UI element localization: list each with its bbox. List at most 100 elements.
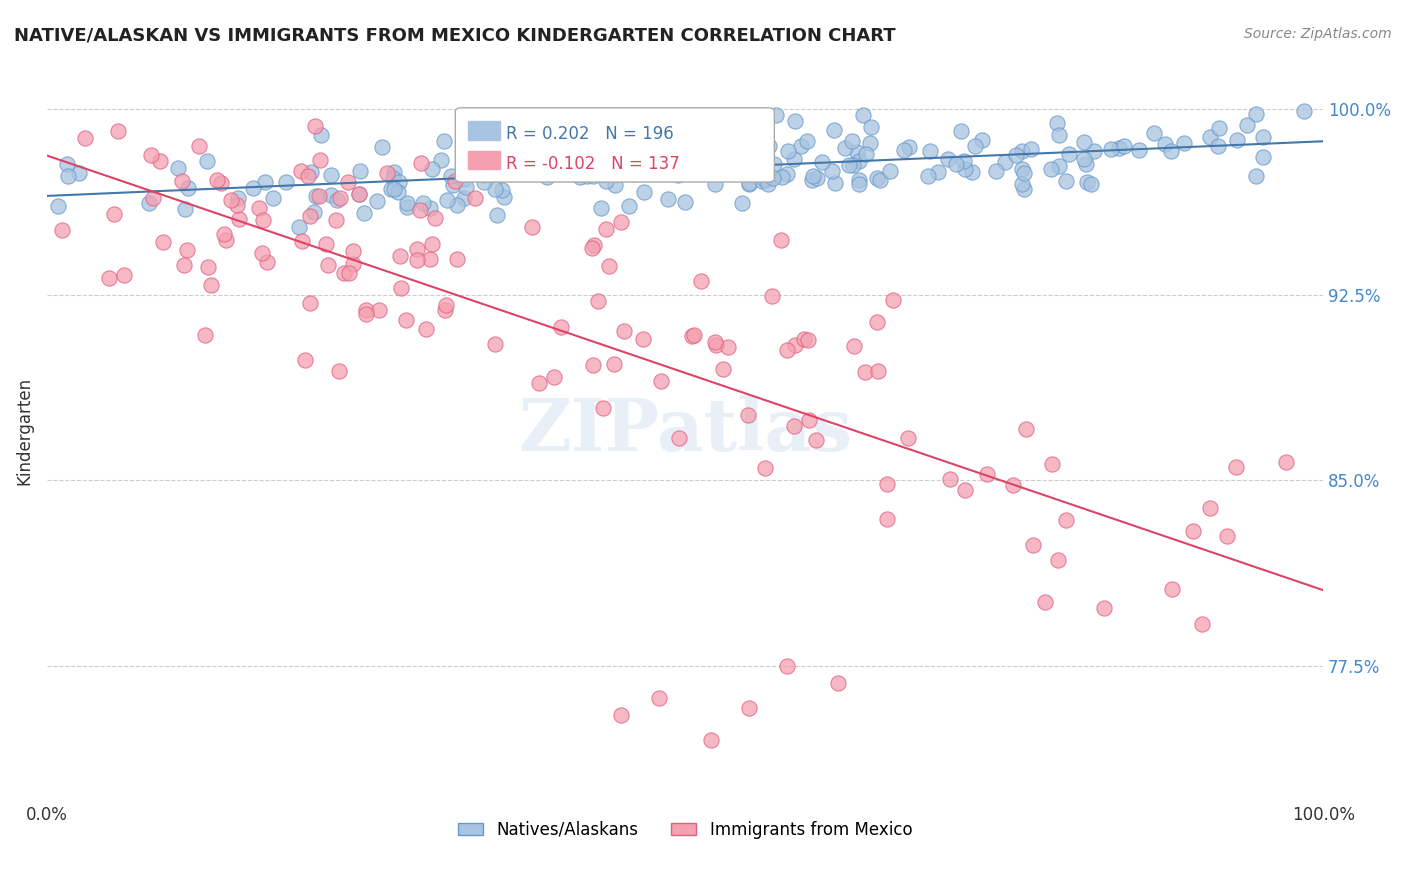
Immigrants from Mexico	[1033, 595, 1056, 609]
Natives/Alaskans	[1054, 174, 1077, 188]
Natives/Alaskans	[756, 177, 779, 191]
Immigrants from Mexico	[336, 175, 359, 189]
Natives/Alaskans	[1244, 107, 1267, 121]
Natives/Alaskans	[1112, 139, 1135, 153]
Immigrants from Mexico	[347, 186, 370, 201]
Natives/Alaskans	[551, 156, 574, 170]
Natives/Alaskans	[859, 120, 882, 134]
Natives/Alaskans	[1011, 178, 1033, 192]
Y-axis label: Kindergarten: Kindergarten	[15, 376, 32, 484]
Natives/Alaskans	[387, 185, 409, 199]
Immigrants from Mexico	[337, 266, 360, 280]
Natives/Alaskans	[731, 195, 754, 210]
Immigrants from Mexico	[582, 358, 605, 372]
Immigrants from Mexico	[308, 189, 330, 203]
Natives/Alaskans	[846, 145, 869, 160]
Natives/Alaskans	[738, 177, 761, 191]
Natives/Alaskans	[1128, 143, 1150, 157]
Natives/Alaskans	[166, 161, 188, 175]
Natives/Alaskans	[696, 151, 718, 165]
Immigrants from Mexico	[325, 213, 347, 227]
Immigrants from Mexico	[188, 139, 211, 153]
Immigrants from Mexico	[354, 307, 377, 321]
Natives/Alaskans	[582, 169, 605, 183]
Natives/Alaskans	[1226, 133, 1249, 147]
Immigrants from Mexico	[939, 472, 962, 486]
Immigrants from Mexico	[197, 260, 219, 275]
Natives/Alaskans	[276, 175, 298, 189]
Text: NATIVE/ALASKAN VS IMMIGRANTS FROM MEXICO KINDERGARTEN CORRELATION CHART: NATIVE/ALASKAN VS IMMIGRANTS FROM MEXICO…	[14, 27, 896, 45]
Immigrants from Mexico	[799, 413, 821, 427]
Immigrants from Mexico	[650, 374, 672, 388]
Immigrants from Mexico	[107, 124, 129, 138]
Natives/Alaskans	[1047, 128, 1070, 143]
Immigrants from Mexico	[737, 409, 759, 423]
Immigrants from Mexico	[613, 324, 636, 338]
Natives/Alaskans	[917, 169, 939, 183]
Natives/Alaskans	[945, 156, 967, 170]
Natives/Alaskans	[305, 189, 328, 203]
Natives/Alaskans	[262, 191, 284, 205]
Immigrants from Mexico	[484, 337, 506, 351]
Immigrants from Mexico	[882, 293, 904, 307]
Natives/Alaskans	[226, 190, 249, 204]
Natives/Alaskans	[382, 182, 405, 196]
Text: R = 0.202   N = 196: R = 0.202 N = 196	[506, 125, 673, 143]
Immigrants from Mexico	[769, 233, 792, 247]
Immigrants from Mexico	[294, 352, 316, 367]
Immigrants from Mexico	[668, 431, 690, 445]
Natives/Alaskans	[859, 136, 882, 150]
Immigrants from Mexico	[409, 155, 432, 169]
Natives/Alaskans	[486, 208, 509, 222]
Immigrants from Mexico	[797, 333, 820, 347]
Natives/Alaskans	[702, 165, 724, 179]
Natives/Alaskans	[396, 196, 419, 211]
Natives/Alaskans	[734, 147, 756, 161]
Immigrants from Mexico	[405, 242, 427, 256]
Natives/Alaskans	[936, 152, 959, 166]
Immigrants from Mexico	[775, 343, 797, 357]
Immigrants from Mexico	[1022, 538, 1045, 552]
Natives/Alaskans	[453, 172, 475, 186]
Natives/Alaskans	[751, 173, 773, 187]
Immigrants from Mexico	[1181, 524, 1204, 539]
Natives/Alaskans	[869, 173, 891, 187]
Natives/Alaskans	[381, 171, 404, 186]
Natives/Alaskans	[1208, 121, 1230, 136]
Immigrants from Mexico	[581, 241, 603, 255]
Natives/Alaskans	[177, 181, 200, 195]
Natives/Alaskans	[1073, 135, 1095, 149]
Natives/Alaskans	[173, 202, 195, 216]
Natives/Alaskans	[834, 141, 856, 155]
Natives/Alaskans	[558, 137, 581, 152]
Natives/Alaskans	[1153, 136, 1175, 151]
Immigrants from Mexico	[683, 327, 706, 342]
Immigrants from Mexico	[806, 433, 828, 447]
Immigrants from Mexico	[976, 467, 998, 482]
Natives/Alaskans	[418, 201, 440, 215]
Natives/Alaskans	[319, 188, 342, 202]
Immigrants from Mexico	[853, 365, 876, 379]
Immigrants from Mexico	[356, 302, 378, 317]
Natives/Alaskans	[380, 181, 402, 195]
Natives/Alaskans	[349, 164, 371, 178]
Bar	[468, 151, 501, 169]
Natives/Alaskans	[467, 163, 489, 178]
Natives/Alaskans	[1047, 160, 1070, 174]
Natives/Alaskans	[382, 165, 405, 179]
Immigrants from Mexico	[291, 234, 314, 248]
Immigrants from Mexico	[328, 364, 350, 378]
Natives/Alaskans	[848, 154, 870, 169]
Immigrants from Mexico	[704, 335, 727, 350]
Immigrants from Mexico	[598, 259, 620, 273]
Natives/Alaskans	[69, 166, 91, 180]
Natives/Alaskans	[727, 160, 749, 174]
Natives/Alaskans	[842, 158, 865, 172]
Immigrants from Mexico	[866, 315, 889, 329]
Natives/Alaskans	[1076, 175, 1098, 189]
Immigrants from Mexico	[717, 340, 740, 354]
Immigrants from Mexico	[250, 245, 273, 260]
Immigrants from Mexico	[776, 658, 799, 673]
Natives/Alaskans	[654, 142, 676, 156]
Natives/Alaskans	[430, 153, 453, 167]
